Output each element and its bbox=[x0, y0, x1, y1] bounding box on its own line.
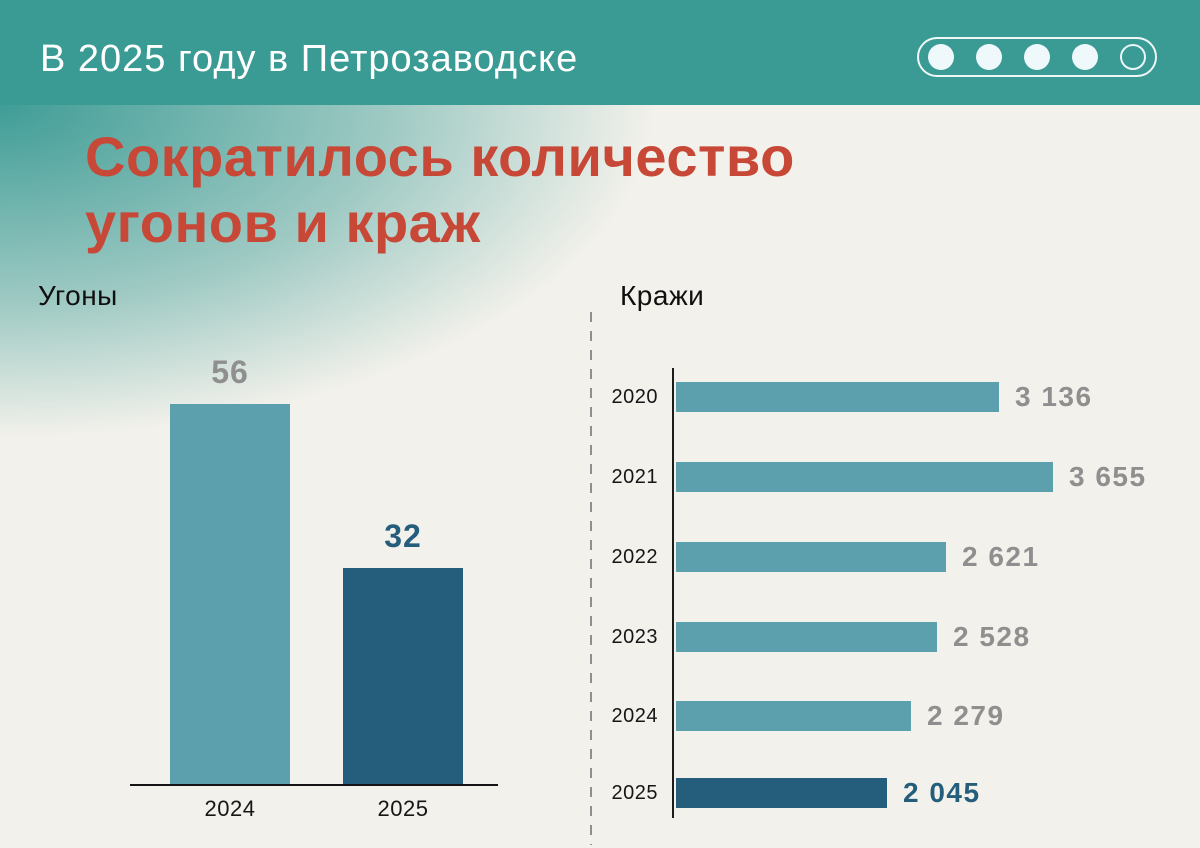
header-title: В 2025 году в Петрозаводске bbox=[40, 38, 579, 80]
ugony-bar-2024 bbox=[170, 404, 290, 786]
krazhi-year-2022: 2022 bbox=[611, 546, 658, 568]
krazhi-value-2022: 2 621 bbox=[962, 541, 1040, 572]
main-heading-line1: Сократилось количество bbox=[85, 125, 795, 188]
ugony-chart-title: Угоны bbox=[38, 280, 118, 311]
header-bar: В 2025 году в Петрозаводске bbox=[0, 0, 1200, 105]
ugony-value-2024: 56 bbox=[211, 354, 249, 390]
krazhi-chart-title: Кражи bbox=[620, 280, 705, 311]
progress-dot-filled bbox=[976, 44, 1002, 70]
krazhi-bar-2022 bbox=[676, 542, 946, 572]
progress-dot-outline bbox=[1120, 44, 1146, 70]
krazhi-year-2023: 2023 bbox=[611, 626, 658, 648]
main-heading-line2: угонов и краж bbox=[85, 191, 481, 254]
krazhi-bar-2025 bbox=[676, 778, 887, 808]
ugony-value-2025: 32 bbox=[384, 518, 422, 554]
ugony-category-2024: 2024 bbox=[204, 796, 256, 821]
krazhi-bar-2024 bbox=[676, 701, 911, 731]
main-heading: Сократилось количество угонов и краж bbox=[85, 124, 795, 256]
krazhi-bar-2020 bbox=[676, 382, 999, 412]
krazhi-year-2025: 2025 bbox=[611, 782, 658, 804]
progress-dot-filled bbox=[928, 44, 954, 70]
krazhi-year-2020: 2020 bbox=[611, 386, 658, 408]
krazhi-year-2024: 2024 bbox=[611, 705, 658, 727]
krazhi-year-2021: 2021 bbox=[611, 466, 658, 488]
krazhi-value-2021: 3 655 bbox=[1069, 461, 1147, 492]
ugony-bar-2025 bbox=[343, 568, 463, 786]
progress-indicator bbox=[917, 37, 1157, 77]
krazhi-bar-2023 bbox=[676, 622, 937, 652]
krazhi-value-2023: 2 528 bbox=[953, 621, 1031, 652]
krazhi-bar-2021 bbox=[676, 462, 1053, 492]
ugony-category-2025: 2025 bbox=[377, 796, 429, 821]
krazhi-value-2025: 2 045 bbox=[903, 777, 981, 808]
krazhi-value-2020: 3 136 bbox=[1015, 381, 1093, 412]
progress-dot-filled bbox=[1072, 44, 1098, 70]
krazhi-axis-line bbox=[672, 368, 674, 818]
progress-dot-filled bbox=[1024, 44, 1050, 70]
dashed-divider bbox=[590, 312, 592, 845]
ugony-axis-baseline bbox=[130, 784, 498, 786]
krazhi-value-2024: 2 279 bbox=[927, 700, 1005, 731]
